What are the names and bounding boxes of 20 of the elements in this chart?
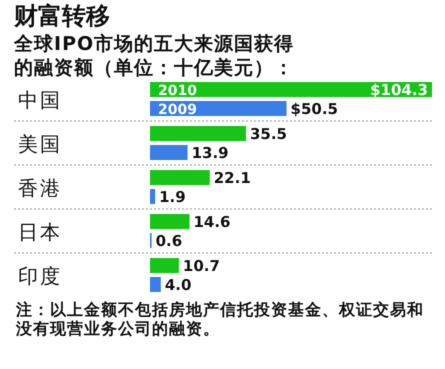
title: 财富转移: [14, 2, 110, 30]
series-label: 2010: [158, 83, 198, 99]
y-tick-label: 美国: [18, 132, 62, 156]
data-label: 0.6: [156, 232, 182, 250]
y-tick-label: 香港: [18, 176, 62, 200]
text: 注：以上金额不包括房地产信托投资基金、权证交易和没有现营业务公司的融资。: [16, 300, 425, 338]
data-label: $104.3: [370, 81, 428, 99]
data-label: 14.6: [193, 213, 230, 231]
data-label: 13.9: [192, 144, 229, 162]
data-label: $50.5: [290, 100, 338, 118]
chart-subtitle: 全球IPO市场的五大来源国获得的融资额（单位：十亿美元）：: [13, 33, 294, 79]
data-label: 35.5: [250, 125, 287, 143]
y-tick-label: 中国: [18, 88, 62, 112]
series-label: 2009: [158, 102, 197, 118]
y-tick-label: 日本: [18, 220, 62, 244]
data-label: 10.7: [182, 257, 220, 275]
y-tick-label: 印度: [18, 264, 62, 288]
data-label: 22.1: [214, 169, 251, 187]
data-label: 4.0: [164, 276, 192, 294]
data-label: 1.9: [159, 188, 186, 206]
